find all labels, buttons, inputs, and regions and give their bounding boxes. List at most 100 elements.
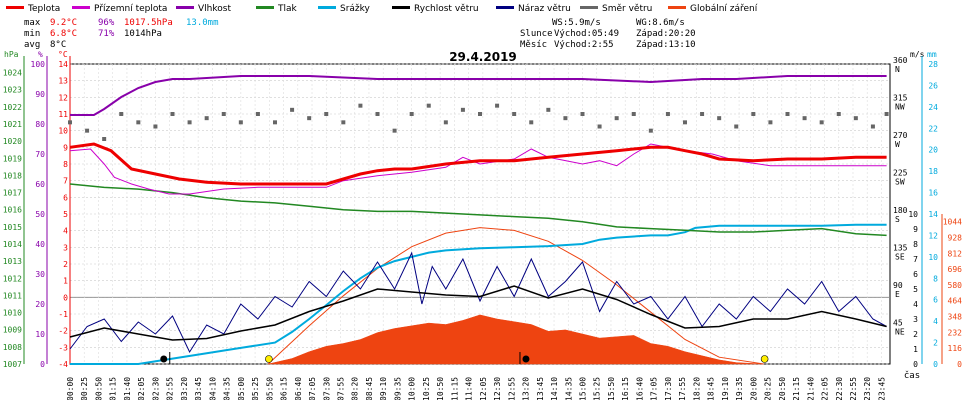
x-tick-label: 17:30 — [664, 377, 673, 400]
x-tick-label: 02:30 — [151, 377, 160, 400]
wind-dir-point — [358, 103, 363, 108]
percent-tick-label: 70 — [35, 150, 45, 159]
wind-dir-point — [221, 112, 226, 116]
x-tick-label: 17:05 — [650, 377, 659, 400]
wind-speed-tick-label: 3 — [913, 315, 918, 324]
x-tick-label: 14:35 — [564, 377, 573, 400]
wind-dir-tick-label: NW — [895, 103, 905, 112]
legend-item: Přízemní teplota — [72, 4, 167, 14]
x-tick-label: 03:45 — [194, 377, 203, 400]
legend-swatch — [72, 6, 90, 9]
rain-axis-label: mm — [927, 50, 937, 59]
percent-tick-label: 50 — [35, 210, 45, 219]
legend-swatch — [392, 6, 410, 9]
x-tick-label: 13:45 — [536, 377, 545, 400]
hpa-tick-label: 1018 — [3, 171, 22, 180]
stats-avg-label: avg — [24, 40, 41, 50]
sunset-marker — [760, 355, 769, 363]
stats-max-press: 1017.5hPa — [124, 18, 173, 28]
hpa-tick-label: 1016 — [3, 206, 22, 215]
wind-dir-point — [751, 112, 756, 116]
info-moon-rise: Východ:2:55 — [554, 40, 614, 50]
x-tick-label: 05:00 — [237, 377, 246, 400]
x-tick-label: 06:15 — [280, 377, 289, 400]
celsius-tick-label: 8 — [63, 160, 68, 169]
celsius-tick-label: 10 — [58, 127, 68, 136]
legend-label: Srážky — [340, 4, 370, 14]
celsius-tick-label: 4 — [63, 227, 68, 236]
wind-dir-point — [324, 112, 329, 116]
hpa-tick-label: 1022 — [3, 103, 22, 112]
legend-label: Přízemní teplota — [94, 4, 168, 14]
celsius-tick-label: -2 — [58, 327, 68, 336]
x-tick-label: 19:10 — [721, 377, 730, 400]
moonset-marker — [522, 355, 530, 363]
x-tick-label: 17:55 — [678, 377, 687, 400]
rain-tick-label: 18 — [928, 167, 938, 176]
celsius-tick-label: 1 — [63, 277, 68, 286]
rain-tick-label: 16 — [928, 189, 938, 198]
hpa-tick-label: 1020 — [3, 137, 22, 146]
x-tick-label: 09:10 — [379, 377, 388, 400]
wind-dir-point — [460, 107, 465, 112]
wind-dir-point — [495, 103, 500, 108]
stats-block: max 9.2°C 96% 1017.5hPa 13.0mm min 6.8°C 71% 10… — [24, 18, 219, 51]
wind-speed-line — [69, 285, 887, 341]
percent-tick-label: 0 — [40, 360, 45, 369]
stats-min-label: min — [24, 29, 41, 39]
radiation-tick-label: 928 — [948, 233, 963, 242]
wind-dir-tick-label: W — [895, 140, 900, 149]
wind-dir-point — [68, 120, 72, 125]
wind-dir-tick-label: 360 — [893, 56, 908, 65]
humidity-line — [70, 75, 887, 116]
info-moon-set: Západ:13:10 — [636, 40, 696, 50]
legend-swatch — [318, 6, 336, 9]
wind-dir-point — [255, 112, 260, 116]
radiation-tick-label: 116 — [948, 344, 963, 353]
wind-dir-point — [478, 112, 482, 116]
x-tick-label: 23:20 — [863, 377, 872, 400]
legend-label: Vlhkost — [198, 4, 231, 14]
wind-dir-point — [392, 128, 397, 133]
hpa-tick-label: 1012 — [3, 274, 22, 283]
wind-dir-tick-label: 135 — [893, 244, 908, 253]
legend-label: Globální záření — [690, 4, 758, 14]
wind-dir-point — [85, 128, 90, 133]
x-tick-label: 07:55 — [336, 377, 345, 400]
rain-tick-label: 24 — [928, 103, 938, 112]
x-tick-label: 18:45 — [707, 377, 716, 400]
percent-tick-label: 80 — [35, 120, 45, 129]
hpa-tick-label: 1023 — [3, 86, 22, 95]
legend-item: Teplota — [6, 4, 60, 14]
x-tick-label: 07:05 — [308, 377, 317, 400]
x-tick-label: 00:50 — [94, 377, 103, 400]
wind-dir-tick-label: E — [895, 290, 900, 299]
hpa-tick-label: 1024 — [3, 69, 22, 78]
celsius-tick-label: 3 — [63, 243, 68, 252]
rain-tick-label: 14 — [928, 210, 938, 219]
x-tick-label: 01:40 — [123, 377, 132, 400]
hpa-tick-label: 1021 — [3, 120, 22, 129]
wind-dir-point — [870, 124, 875, 129]
wind-dir-tick-label: NE — [895, 328, 905, 337]
wind-dir-point — [529, 120, 534, 125]
stats-max-label: max — [24, 18, 41, 28]
wind-dir-point — [170, 112, 175, 116]
x-tick-label: 22:55 — [849, 377, 858, 400]
x-tick-label: 12:30 — [493, 377, 502, 400]
rain-tick-label: 4 — [933, 317, 938, 326]
wind-dir-point — [836, 112, 841, 116]
x-tick-label: 01:15 — [109, 377, 118, 400]
celsius-axis-label: °C — [58, 50, 68, 59]
x-tick-label: 13:20 — [522, 377, 531, 400]
moonrise-marker — [160, 355, 168, 363]
wind-dir-point — [597, 124, 602, 129]
radiation-tick-label: 0 — [957, 360, 962, 369]
info-block: WS:5.9m/s WG:8.6m/s SlunceVýchod:05:49 Záp… — [520, 18, 696, 51]
rain-tick-label: 8 — [933, 274, 938, 283]
radiation-tick-label: 232 — [948, 328, 963, 337]
wind-dir-point — [819, 120, 824, 125]
x-tick-label: 08:45 — [365, 377, 374, 400]
celsius-tick-label: 12 — [58, 93, 68, 102]
celsius-tick-label: 14 — [58, 60, 68, 69]
